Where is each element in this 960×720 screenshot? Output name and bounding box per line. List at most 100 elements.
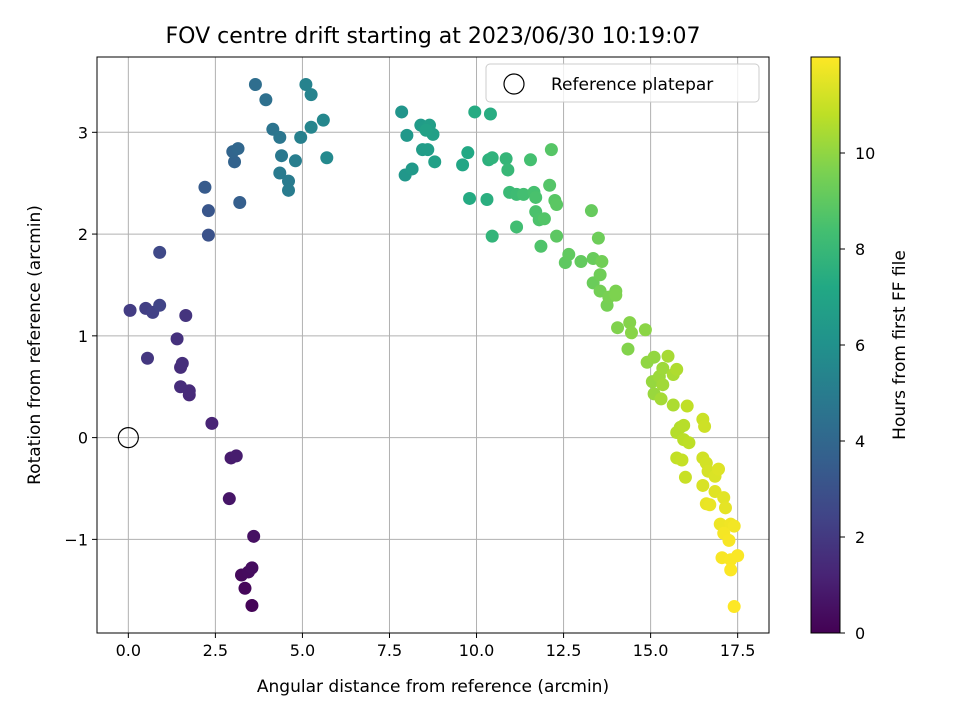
x-axis: 0.0 2.5 5.0 7.5 10.0 12.5 15.0 17.5	[116, 633, 756, 660]
data-point	[593, 268, 607, 282]
data-point	[722, 533, 736, 547]
data-point	[245, 599, 259, 613]
data-point	[485, 151, 499, 165]
y-tick-label: 0	[78, 429, 88, 448]
data-point	[304, 120, 318, 134]
data-point	[529, 190, 543, 204]
plot-area	[96, 56, 770, 634]
data-point	[591, 231, 605, 245]
data-point	[550, 198, 564, 212]
data-point	[405, 162, 419, 176]
x-tick-label: 5.0	[290, 641, 315, 660]
data-point	[400, 128, 414, 142]
y-tick-label: −1	[64, 530, 88, 549]
data-point	[670, 362, 684, 376]
reference-platepar-point	[117, 427, 139, 449]
data-point	[624, 326, 638, 340]
y-axis-label: Rotation from reference (arcmin)	[25, 205, 45, 485]
data-point	[654, 392, 668, 406]
data-point	[233, 196, 247, 210]
data-point	[153, 298, 167, 312]
data-point	[170, 332, 184, 346]
data-point	[517, 187, 531, 201]
plot-background	[97, 57, 769, 633]
data-point	[198, 180, 212, 194]
colorbar-tick-label: 4	[855, 432, 865, 451]
data-point	[647, 350, 661, 364]
data-point	[456, 158, 470, 172]
data-point	[638, 323, 652, 337]
data-point	[428, 155, 442, 169]
data-point	[712, 462, 726, 476]
data-point	[595, 255, 609, 269]
data-point	[238, 581, 252, 595]
data-point	[282, 183, 296, 197]
data-point	[675, 453, 689, 467]
data-point	[294, 130, 308, 144]
y-tick-label: 1	[78, 327, 88, 346]
data-point	[550, 229, 564, 243]
data-point	[320, 151, 334, 165]
colorbar-tick-label: 6	[855, 336, 865, 355]
legend-box	[485, 63, 760, 103]
data-point	[682, 436, 696, 450]
data-point	[696, 478, 710, 492]
data-point	[562, 247, 576, 261]
data-point	[153, 245, 167, 259]
data-point	[273, 166, 287, 180]
data-point	[623, 316, 637, 330]
data-point	[724, 563, 738, 577]
data-point	[523, 153, 537, 167]
data-point	[717, 491, 731, 505]
data-point	[275, 149, 289, 163]
x-tick-label: 17.5	[720, 641, 756, 660]
colorbar-ticks: 0 2 4 6 8 10	[840, 144, 875, 643]
data-point	[179, 308, 193, 322]
colorbar-tick-label: 8	[855, 240, 865, 259]
data-point	[282, 174, 296, 188]
data-point	[534, 239, 548, 253]
data-point	[499, 152, 513, 166]
data-point	[395, 105, 409, 119]
data-point	[656, 378, 670, 392]
data-point	[666, 398, 680, 412]
x-tick-label: 7.5	[377, 641, 402, 660]
data-point	[228, 155, 242, 169]
reference-marker	[117, 427, 139, 449]
data-point	[304, 88, 318, 102]
data-point	[463, 191, 477, 205]
data-point	[245, 561, 259, 575]
data-point	[678, 470, 692, 484]
data-point	[584, 204, 598, 218]
x-tick-label: 12.5	[546, 641, 582, 660]
data-point	[316, 113, 330, 127]
data-point	[727, 519, 741, 533]
data-point	[461, 146, 475, 160]
data-point	[727, 600, 741, 614]
data-point	[483, 107, 497, 121]
data-point	[222, 492, 236, 506]
data-point	[288, 154, 302, 168]
data-point	[248, 77, 262, 91]
data-point	[698, 419, 712, 433]
x-tick-label: 2.5	[203, 641, 228, 660]
data-point	[201, 228, 215, 242]
data-points	[123, 77, 745, 614]
data-point	[718, 501, 732, 515]
x-tick-label: 0.0	[116, 641, 141, 660]
x-tick-label: 10.0	[459, 641, 495, 660]
legend: Reference platepar	[485, 63, 760, 103]
data-point	[510, 220, 524, 234]
data-point	[247, 529, 261, 543]
colorbar-gradient	[810, 56, 841, 634]
data-point	[537, 212, 551, 226]
colorbar: 0 2 4 6 8 10 Hours from first FF file	[810, 56, 910, 643]
data-point	[299, 77, 313, 91]
data-point	[140, 351, 154, 365]
colorbar-label: Hours from first FF file	[890, 250, 910, 440]
data-point	[621, 342, 635, 356]
x-axis-label: Angular distance from reference (arcmin)	[257, 677, 609, 697]
data-point	[661, 349, 675, 363]
data-point	[174, 380, 188, 394]
